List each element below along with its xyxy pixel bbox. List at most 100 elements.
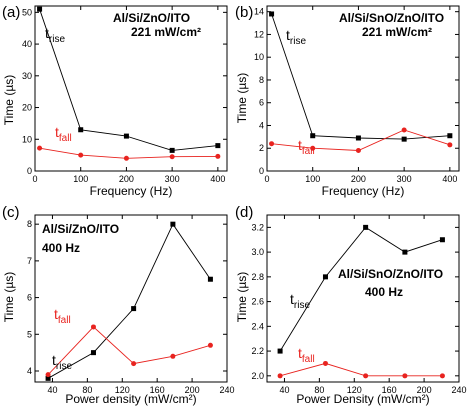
panel-b-xtick-label-1: 100 bbox=[305, 174, 320, 184]
panel-b-ylabel: Time (µs) bbox=[235, 73, 249, 123]
panel-c-rise-point-3 bbox=[170, 221, 176, 227]
panel-c-xtick-label-2: 120 bbox=[115, 385, 130, 395]
panel-d-plot: 40 80 120 160 200 240 2.0 2.2 2.4 2.6 2.8 3.0 3.2 bbox=[251, 214, 467, 395]
panel-a-plot: 0 100 200 300 400 0 10 20 30 40 50 bbox=[22, 5, 228, 184]
panel-a-fall-point-1 bbox=[78, 152, 84, 158]
panel-a-fall-point-3 bbox=[169, 154, 175, 160]
panel-b-rise-point-2 bbox=[355, 135, 361, 141]
panel-b-xlabel: Frequency (Hz) bbox=[322, 184, 405, 198]
panel-d-rise-main: t bbox=[290, 291, 294, 307]
panel-d-rise-point-0 bbox=[277, 348, 283, 354]
panel-b-fall-point-1 bbox=[310, 145, 316, 151]
panel-c-ytick-label-3: 7 bbox=[27, 256, 32, 266]
panel-c-xlabel: Power density (mW/cm²) bbox=[65, 392, 196, 406]
panel-a-ytick-label-0: 0 bbox=[27, 166, 32, 176]
panel-c-fall-point-1 bbox=[90, 324, 96, 330]
panel-b-fall-sub: fall bbox=[302, 146, 315, 157]
panel-b-ytick-label-2: 4 bbox=[259, 120, 264, 130]
panel-d-xlabel: Power Density (mW/cm²) bbox=[296, 392, 429, 406]
panel-d-fall-point-3 bbox=[402, 373, 408, 379]
panel-c-ytick-label-0: 4 bbox=[27, 366, 32, 376]
panel-c-rise-point-4 bbox=[207, 276, 213, 282]
panel-b-fall-point-3 bbox=[401, 127, 407, 133]
panel-d-ytick-label-5: 3.0 bbox=[251, 247, 264, 257]
panel-b-fall-main: t bbox=[298, 137, 302, 153]
panel-b-rise-main: t bbox=[286, 27, 290, 43]
panel-a-xtick-label-0: 0 bbox=[32, 174, 37, 184]
panel-c-fall-point-4 bbox=[207, 342, 213, 348]
panel-c-label: (c) bbox=[2, 204, 20, 221]
panel-d-xtick-label-2: 120 bbox=[347, 385, 362, 395]
panel-b-ytick-label-3: 6 bbox=[259, 98, 264, 108]
panel-a-xtick-label-1: 100 bbox=[73, 174, 88, 184]
panel-d-ytick-label-2: 2.4 bbox=[251, 321, 264, 331]
panel-b-label: (b) bbox=[235, 4, 253, 21]
panel-a-xtick-label-2: 200 bbox=[119, 174, 134, 184]
panel-a-fall-point-4 bbox=[215, 153, 221, 159]
panel-b-xtick-label-0: 0 bbox=[264, 174, 269, 184]
panel-a-rise-point-0 bbox=[37, 6, 43, 12]
panel-d-series-rise-line bbox=[279, 226, 443, 352]
panel-d-annotation-line-2: 400 Hz bbox=[365, 285, 403, 299]
panel-d-xtick-label-1: 80 bbox=[314, 385, 324, 395]
panel-d-rise-point-2 bbox=[363, 224, 369, 230]
panel-a-rise-point-1 bbox=[78, 127, 84, 133]
panel-d: 40 80 120 160 200 240 2.0 2.2 2.4 2.6 2.8 3.0 3.2 (d… bbox=[235, 204, 467, 406]
panel-d-fall-point-0 bbox=[277, 373, 283, 379]
panel-c-fall-sub: fall bbox=[58, 315, 71, 326]
panel-d-ylabel: Time (µs) bbox=[235, 272, 249, 322]
panel-c-xtick-label-0: 40 bbox=[47, 385, 57, 395]
panel-c-fall-label: tfall bbox=[54, 306, 71, 326]
panel-c-rise-point-1 bbox=[90, 350, 96, 356]
panel-a-fall-point-2 bbox=[123, 155, 129, 161]
panel-c-annotation-line-1: Al/Si/ZnO/ITO bbox=[42, 222, 119, 236]
panel-a-frame bbox=[34, 5, 228, 172]
panel-d-series-fall-line bbox=[279, 362, 443, 377]
panel-d-ytick-label-6: 3.2 bbox=[251, 222, 264, 232]
panel-a-fall-main: t bbox=[55, 124, 59, 140]
panel-a-annotation-line-2: 221 mW/cm² bbox=[131, 25, 201, 39]
panel-d-annotation-line-1: Al/Si/SnO/ZnO/ITO bbox=[338, 267, 443, 281]
panel-d-fall-sub: fall bbox=[302, 354, 315, 365]
panel-a-rise-label: trise bbox=[45, 25, 65, 45]
panel-d-ytick-label-1: 2.2 bbox=[251, 346, 264, 356]
panel-d-ytick-label-3: 2.6 bbox=[251, 297, 264, 307]
panel-b-xtick-label-3: 300 bbox=[397, 174, 412, 184]
panel-b-ytick-label-5: 10 bbox=[254, 52, 264, 62]
panel-b-ytick-label-1: 2 bbox=[259, 143, 264, 153]
panel-b-fall-point-2 bbox=[355, 148, 361, 154]
panel-a-rise-point-4 bbox=[215, 143, 221, 149]
panel-a-series-fall-line bbox=[39, 147, 218, 159]
panel-a-rise-main: t bbox=[45, 25, 49, 41]
panel-d-rise-point-3 bbox=[402, 249, 408, 255]
panel-a-ytick-label-4: 40 bbox=[22, 39, 32, 49]
panel-a-fall-sub: fall bbox=[59, 133, 72, 144]
panel-d-xtick-label-4: 200 bbox=[417, 385, 432, 395]
panel-c-ytick-label-2: 6 bbox=[27, 293, 32, 303]
panel-c-fall-main: t bbox=[54, 306, 58, 322]
panel-d-ytick-label-0: 2.0 bbox=[251, 371, 264, 381]
panel-d-fall-point-4 bbox=[439, 373, 445, 379]
panel-c-fall-point-2 bbox=[131, 361, 137, 367]
panel-b-xtick-label-4: 400 bbox=[442, 174, 457, 184]
panel-a-rise-point-3 bbox=[169, 147, 175, 153]
panel-d-rise-label: trise bbox=[290, 291, 310, 311]
panel-c-plot: 40 80 120 160 200 240 4 5 6 7 8 bbox=[27, 214, 235, 395]
panel-c-rise-point-2 bbox=[131, 306, 137, 312]
panel-b-fall-point-4 bbox=[447, 142, 453, 148]
panel-b-ytick-label-4: 8 bbox=[259, 75, 264, 85]
panel-b-rise-point-3 bbox=[401, 136, 407, 142]
panel-d-rise-sub: rise bbox=[294, 300, 311, 311]
panel-c-ytick-label-1: 5 bbox=[27, 329, 32, 339]
panel-c-rise-label: trise bbox=[52, 352, 72, 372]
panel-a-xtick-label-3: 300 bbox=[165, 174, 180, 184]
panel-d-rise-point-1 bbox=[322, 274, 328, 280]
panel-b-fall-label: tfall bbox=[298, 137, 315, 157]
panel-a-label: (a) bbox=[2, 4, 20, 21]
panel-a-ytick-label-2: 20 bbox=[22, 103, 32, 113]
panel-b-rise-point-4 bbox=[447, 133, 453, 139]
panel-b-plot: 0 100 200 300 400 0 2 4 6 8 10 12 14 bbox=[254, 5, 460, 184]
panel-d-frame bbox=[266, 214, 460, 383]
panel-a-ytick-label-3: 30 bbox=[22, 71, 32, 81]
